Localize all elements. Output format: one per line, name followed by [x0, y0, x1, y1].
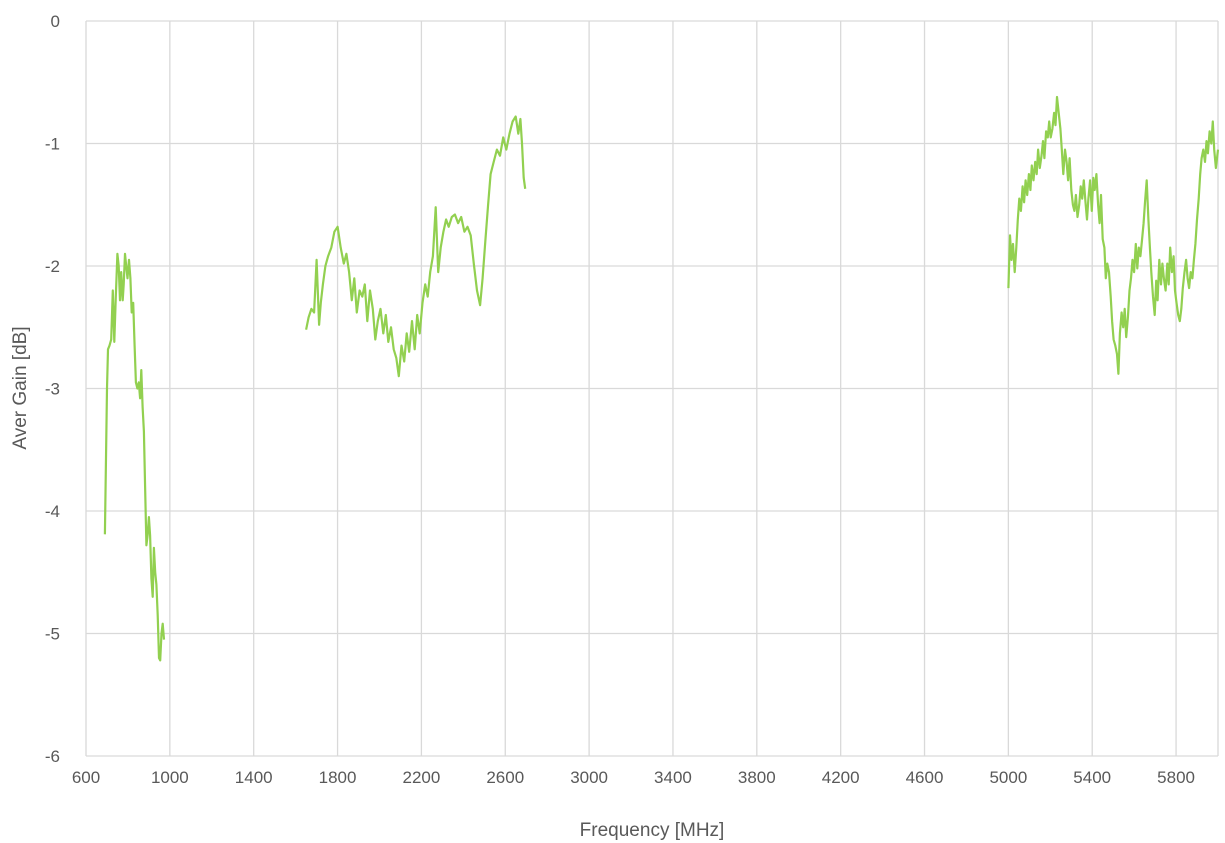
series-line [305, 115, 527, 378]
y-tick-label: -6 [45, 747, 60, 766]
y-tick-label: -5 [45, 625, 60, 644]
x-tick-label: 2200 [402, 768, 440, 787]
tick-labels: 600 1000 1400 1800 2200 2600 3000 3400 3800 4200 4… [45, 12, 1195, 787]
x-tick-label: 4200 [822, 768, 860, 787]
x-tick-label: 3400 [654, 768, 692, 787]
x-tick-label: 1800 [319, 768, 357, 787]
y-tick-label: -3 [45, 380, 60, 399]
x-axis-title: Frequency [MHz] [580, 820, 725, 841]
y-tick-label: -1 [45, 135, 60, 154]
y-tick-label: -2 [45, 257, 60, 276]
x-tick-label: 2600 [486, 768, 524, 787]
x-tick-label: 600 [72, 768, 100, 787]
x-tick-label: 5400 [1073, 768, 1111, 787]
y-axis-title: Aver Gain [dB] [10, 326, 31, 449]
x-tick-label: 5800 [1157, 768, 1195, 787]
x-tick-label: 3000 [570, 768, 608, 787]
x-tick-label: 4600 [906, 768, 944, 787]
y-tick-label: -4 [45, 502, 60, 521]
x-tick-label: 1400 [235, 768, 273, 787]
series-line [1007, 95, 1220, 375]
y-tick-label: 0 [51, 12, 60, 31]
series-line [103, 252, 166, 662]
x-tick-label: 3800 [738, 768, 776, 787]
x-tick-label: 1000 [151, 768, 189, 787]
x-tick-label: 5000 [989, 768, 1027, 787]
series-layer [103, 95, 1220, 662]
